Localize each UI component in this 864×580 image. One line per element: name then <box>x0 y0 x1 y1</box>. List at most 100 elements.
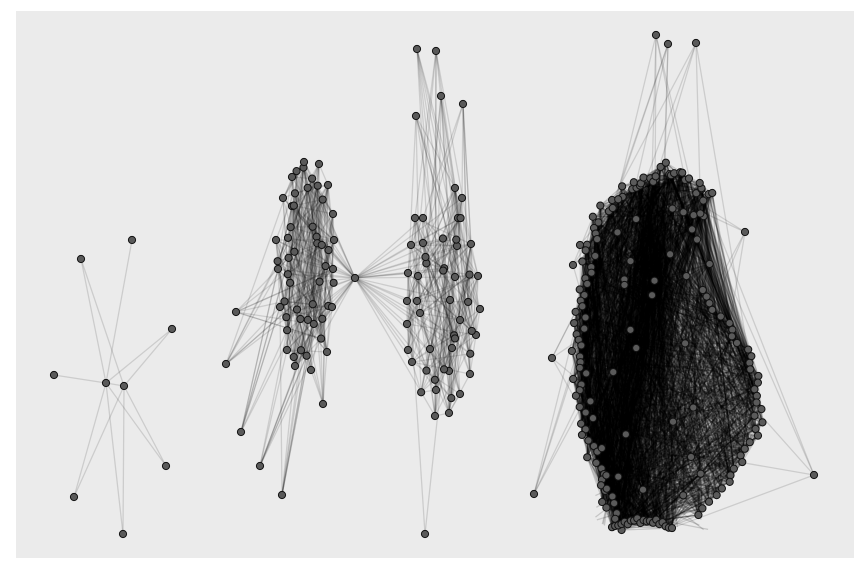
graph-node <box>329 265 336 272</box>
graph-node <box>741 445 748 452</box>
graph-node <box>351 274 358 281</box>
graph-node <box>319 196 326 203</box>
graph-node <box>755 372 762 379</box>
graph-node <box>630 179 637 186</box>
graph-node <box>307 366 314 373</box>
graph-node <box>285 254 292 261</box>
graph-node <box>679 169 686 176</box>
graph-node <box>713 492 720 499</box>
graph-node <box>237 428 244 435</box>
graph-node <box>582 409 589 416</box>
graph-node <box>309 223 316 230</box>
graph-node <box>413 45 420 52</box>
graph-node <box>705 498 712 505</box>
graph-node <box>329 210 336 217</box>
graph-node <box>330 279 337 286</box>
graph-node <box>328 303 335 310</box>
graph-node <box>759 419 766 426</box>
graph-node <box>706 300 713 307</box>
graph-node <box>290 353 297 360</box>
graph-node <box>291 362 298 369</box>
graph-node <box>272 236 279 243</box>
graph-node <box>706 260 713 267</box>
graph-node <box>418 389 425 396</box>
graph-node <box>412 112 419 119</box>
graph-node <box>695 511 702 518</box>
graph-node <box>274 265 281 272</box>
graph-node <box>709 189 716 196</box>
graph-node <box>407 241 414 248</box>
graph-node <box>413 297 420 304</box>
graph-node <box>578 431 585 438</box>
graph-node <box>437 92 444 99</box>
graph-node <box>758 406 765 413</box>
graph-node <box>419 239 426 246</box>
graph-edge <box>630 438 634 439</box>
graph-node <box>422 253 429 260</box>
graph-node <box>690 404 697 411</box>
graph-node <box>457 214 464 221</box>
graph-node <box>585 437 592 444</box>
graph-node <box>291 248 298 255</box>
graph-node <box>697 470 704 477</box>
graph-node <box>614 229 621 236</box>
graph-node <box>432 386 439 393</box>
graph-node <box>309 301 316 308</box>
graph-node <box>741 228 748 235</box>
graph-node <box>603 504 610 511</box>
graph-node <box>746 359 753 366</box>
graph-node <box>692 39 699 46</box>
graph-node <box>751 386 758 393</box>
graph-node <box>682 340 689 347</box>
graph-node <box>751 412 758 419</box>
graph-node <box>404 269 411 276</box>
graph-node <box>572 308 579 315</box>
graph-node <box>582 247 589 254</box>
graph-node <box>690 212 697 219</box>
graph-node <box>316 278 323 285</box>
graph-node <box>594 236 601 243</box>
graph-node <box>330 236 337 243</box>
graph-node <box>568 347 575 354</box>
graph-node <box>284 271 291 278</box>
graph-node <box>699 505 706 512</box>
graph-node <box>474 272 481 279</box>
graph-node <box>578 342 585 349</box>
graph-node <box>754 432 761 439</box>
graph-node <box>440 267 447 274</box>
graph-node <box>576 364 583 371</box>
graph-node <box>627 326 634 333</box>
graph-node <box>696 179 703 186</box>
graph-node <box>414 272 421 279</box>
graph-node <box>451 184 458 191</box>
graph-node <box>317 335 324 342</box>
graph-node <box>548 354 555 361</box>
graph-node <box>453 236 460 243</box>
graph-node <box>733 339 740 346</box>
graph-node <box>309 175 316 182</box>
graph-node <box>459 100 466 107</box>
graph-node <box>610 369 617 376</box>
graph-node <box>579 258 586 265</box>
graph-node <box>615 473 622 480</box>
graph-node <box>286 279 293 286</box>
graph-node <box>589 415 596 422</box>
graph-node <box>70 493 77 500</box>
graph-node <box>403 297 410 304</box>
graph-node <box>304 316 311 323</box>
graph-node <box>300 158 307 165</box>
graph-node <box>232 308 239 315</box>
graph-node <box>622 431 629 438</box>
graph-node <box>571 319 578 326</box>
graph-node <box>278 491 285 498</box>
graph-node <box>581 325 588 332</box>
graph-node <box>446 296 453 303</box>
graph-node <box>669 205 676 212</box>
graph-node <box>639 486 646 493</box>
graph-node <box>592 252 599 259</box>
graph-node <box>279 194 286 201</box>
graph-node <box>421 530 428 537</box>
graph-node <box>579 303 586 310</box>
graph-node <box>530 490 537 497</box>
graph-node <box>466 370 473 377</box>
